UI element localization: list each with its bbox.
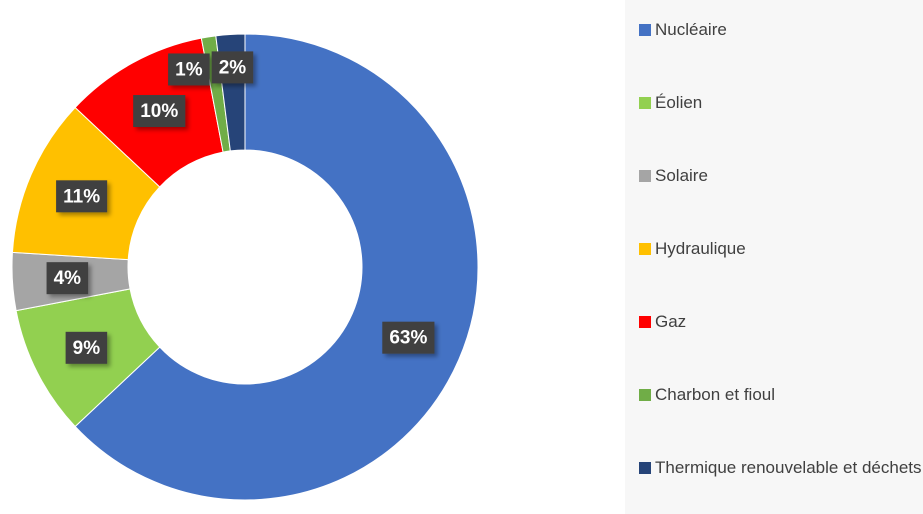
legend-swatch (639, 389, 651, 401)
data-label: 10% (133, 95, 186, 128)
legend-swatch (639, 97, 651, 109)
legend-label: Gaz (655, 312, 687, 331)
data-label-box (56, 180, 108, 213)
data-label-box (65, 331, 108, 364)
legend-label: Thermique renouvelable et déchets (655, 458, 922, 477)
data-label-text: 11% (63, 186, 100, 207)
legend-label: Solaire (655, 166, 708, 185)
data-label: 11% (56, 180, 108, 213)
data-label: 1% (168, 53, 210, 86)
legend-label: Nucléaire (655, 20, 727, 39)
data-label-box (211, 51, 254, 84)
legend-item: Gaz (639, 311, 923, 333)
legend-swatch (639, 243, 651, 255)
legend-swatch (639, 24, 651, 36)
legend-swatch (639, 170, 651, 182)
data-label-text: 10% (140, 101, 178, 122)
chart: 63% 9% 4% 11% 10% 1% 2% (11, 33, 479, 501)
data-label-text: 2% (219, 57, 247, 78)
data-label: 63% (382, 321, 435, 354)
data-label: 9% (65, 331, 108, 364)
data-label-text: 9% (73, 338, 101, 359)
donut-slice (74, 33, 479, 501)
legend-label: Éolien (655, 93, 703, 112)
data-label: 2% (211, 51, 254, 84)
data-label-text: 4% (54, 268, 82, 289)
legend-item: Nucléaire (639, 19, 923, 41)
legend-swatch (639, 462, 651, 474)
data-label: 4% (46, 262, 89, 295)
data-label-text: 63% (389, 328, 427, 349)
data-label-box (382, 321, 435, 354)
data-label-box (46, 262, 89, 295)
legend-item: Solaire (639, 165, 923, 187)
legend-label: Charbon et fioul (655, 385, 776, 404)
legend-item: Thermique renouvelable et déchets (639, 457, 923, 479)
data-label-box (168, 53, 210, 86)
legend-item: Hydraulique (639, 238, 923, 260)
legend-label: Hydraulique (655, 239, 746, 258)
legend: Nucléaire Éolien Solaire Hydraulique Gaz Char… (625, 0, 923, 514)
legend-item: Charbon et fioul (639, 384, 923, 406)
legend-swatch (639, 316, 651, 328)
legend-item: Éolien (639, 92, 923, 114)
data-label-box (133, 95, 186, 128)
data-label-text: 1% (175, 59, 203, 80)
